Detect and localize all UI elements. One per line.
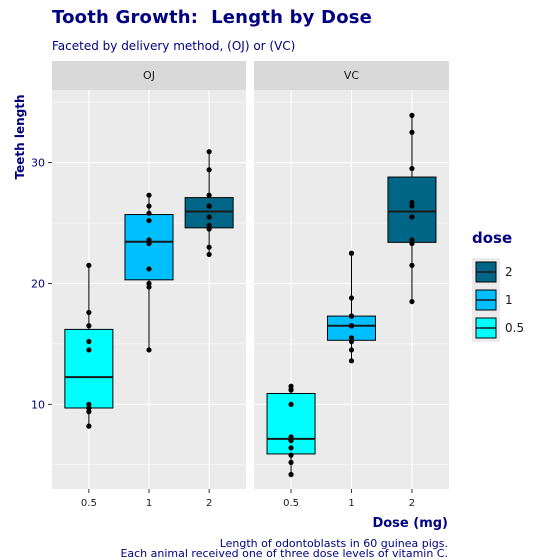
data-point <box>288 438 294 444</box>
data-point <box>146 240 152 247</box>
data-point <box>409 214 415 220</box>
data-point <box>146 237 152 243</box>
data-point <box>146 266 152 272</box>
boxplot-vc-dose-1 <box>327 250 376 364</box>
box <box>387 176 437 243</box>
data-point <box>288 445 294 451</box>
boxplot-oj-dose-2 <box>184 149 234 258</box>
data-point <box>409 240 415 247</box>
data-point <box>288 401 294 407</box>
boxplot-vc-dose-2 <box>387 112 437 305</box>
y-tick-label: 20 <box>31 277 45 290</box>
data-point <box>288 452 294 458</box>
data-point <box>409 199 415 206</box>
legend-label: 0.5 <box>505 321 524 335</box>
data-point <box>206 226 212 232</box>
x-tick-label: 1 <box>146 498 152 509</box>
data-point <box>348 335 355 341</box>
facet-label-vc: VC <box>344 69 360 82</box>
boxplot-oj-dose-0.5 <box>64 262 114 429</box>
data-point <box>146 192 152 198</box>
x-tick-label: 0.5 <box>81 498 97 509</box>
data-point <box>409 298 415 305</box>
data-point <box>206 167 212 173</box>
data-point <box>348 323 355 329</box>
chart-title: Tooth Growth: Length by Dose <box>52 7 373 28</box>
data-point <box>86 409 92 415</box>
x-tick-label: 2 <box>409 498 415 509</box>
data-point <box>409 165 415 172</box>
data-point <box>206 214 212 220</box>
data-point <box>86 262 92 268</box>
facet-label-oj: OJ <box>143 69 155 82</box>
caption-line-1: Length of odontoblasts in 60 guinea pigs… <box>219 537 448 550</box>
data-point <box>409 203 415 209</box>
data-point <box>86 401 92 407</box>
data-point <box>206 251 212 258</box>
x-tick-label: 2 <box>206 498 212 509</box>
data-point <box>146 210 152 216</box>
data-point <box>348 250 355 256</box>
chart-subtitle: Faceted by delivery method, (OJ) or (VC) <box>52 39 296 53</box>
data-point <box>348 295 355 301</box>
x-tick-label: 1 <box>348 498 354 509</box>
legend-entry-1: 1 <box>472 286 513 314</box>
box <box>184 197 234 229</box>
y-tick-label: 30 <box>31 157 45 170</box>
data-point <box>288 434 294 440</box>
data-point <box>206 203 212 209</box>
x-axis-label: Dose (mg) <box>372 516 448 531</box>
data-point <box>86 347 92 353</box>
data-point <box>206 192 212 198</box>
data-point <box>86 323 92 329</box>
x-tick-label: 0.5 <box>283 498 299 509</box>
data-point <box>409 237 415 243</box>
data-point <box>288 471 294 478</box>
data-point <box>146 280 152 287</box>
boxplot-vc-dose-0.5 <box>266 383 316 478</box>
facet-strip-oj <box>52 61 246 90</box>
y-tick-label: 10 <box>31 398 45 411</box>
data-point <box>288 387 294 393</box>
data-point <box>348 347 355 353</box>
data-point <box>409 262 415 268</box>
data-point <box>206 244 212 250</box>
data-point <box>288 383 294 389</box>
caption-line-2: Each animal received one of three dose l… <box>120 547 448 560</box>
data-point <box>288 459 294 465</box>
data-point <box>348 358 355 364</box>
data-point <box>146 284 152 290</box>
data-point <box>86 405 92 411</box>
data-point <box>86 423 92 429</box>
data-point <box>146 203 152 209</box>
legend-entry-0.5: 0.5 <box>472 314 524 342</box>
legend-entry-2: 2 <box>472 258 513 286</box>
facet-strip-vc <box>254 61 449 90</box>
data-point <box>409 129 415 135</box>
legend-label: 2 <box>505 265 513 279</box>
data-point <box>86 338 92 345</box>
legend-label: 1 <box>505 293 513 307</box>
data-point <box>86 309 92 316</box>
data-point <box>348 338 355 345</box>
boxplot-oj-dose-1 <box>124 192 174 353</box>
legend-title: dose <box>472 229 513 247</box>
data-point <box>348 313 355 319</box>
data-point <box>206 222 212 229</box>
data-point <box>206 149 212 155</box>
chart-caption: Length of odontoblasts in 60 guinea pigs… <box>120 537 448 560</box>
data-point <box>146 217 152 224</box>
data-point <box>146 347 152 353</box>
data-point <box>409 112 415 118</box>
